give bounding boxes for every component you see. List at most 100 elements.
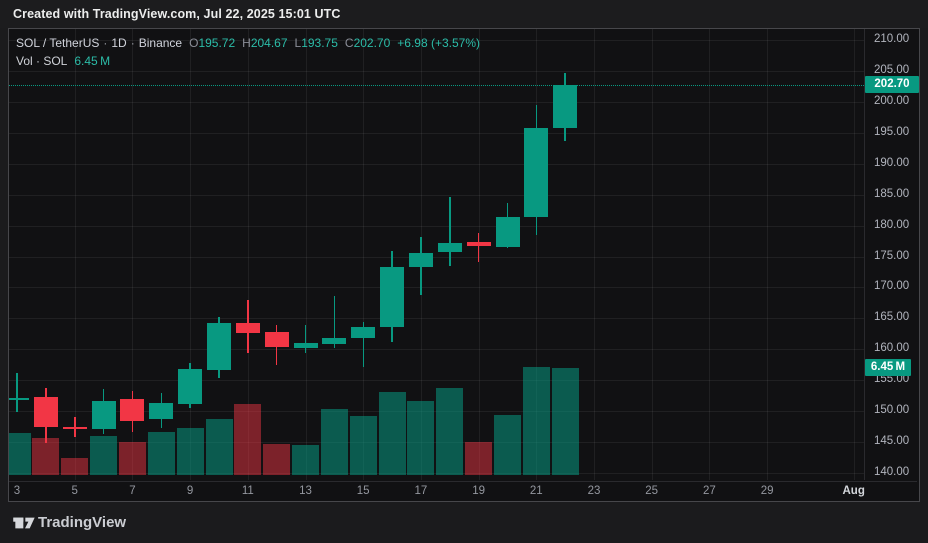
candle-wick-jul-14 [333, 296, 336, 349]
price-tick-label: 170.00 [874, 280, 910, 293]
ohlc-values: O195.72 H204.67 L193.75 C202.70 [182, 36, 390, 50]
price-tick-label: 205.00 [874, 63, 910, 76]
candle-body-jul-16 [380, 267, 405, 327]
candle-body-jul-21 [524, 127, 549, 217]
tradingview-logo-icon[interactable] [12, 515, 36, 531]
candle-body-jul-13 [293, 343, 318, 348]
grid-line-vertical [767, 29, 769, 480]
grid-line-horizontal [9, 132, 864, 134]
candle-body-jul-3 [9, 397, 29, 400]
volume-legend[interactable]: Vol · SOL 6.45 M [16, 52, 110, 70]
candle-body-jul-12 [264, 332, 289, 347]
volume-bar-jul-10 [205, 418, 233, 475]
grid-line-vertical [853, 29, 855, 480]
grid-line-vertical [363, 29, 365, 480]
volume-bar-jul-7 [118, 442, 146, 475]
price-tick-label: 180.00 [874, 218, 910, 231]
grid-line-vertical [247, 29, 249, 480]
price-tick-label: 210.00 [874, 33, 910, 45]
grid-line-horizontal [9, 101, 864, 103]
candle-body-jul-18 [437, 242, 462, 253]
snapshot-caption: Created with TradingView.com, Jul 22, 20… [13, 7, 341, 21]
tradingview-brand-text[interactable]: TradingView [38, 514, 127, 531]
current-volume-badge: 6.45 M [865, 359, 911, 376]
time-axis[interactable]: 3 5 7 9 11 13 15 17 19 21 23 25 27 29 Aug [9, 481, 917, 501]
candle-body-jul-20 [495, 216, 520, 248]
volume-bar-jul-4 [32, 438, 60, 475]
grid-line-horizontal [9, 349, 864, 351]
candle-body-jul-7 [120, 399, 145, 421]
grid-line-vertical [74, 29, 76, 480]
volume-bar-jul-5 [61, 457, 89, 475]
interval-label[interactable]: 1D [111, 36, 127, 50]
time-tick-label: 25 [645, 485, 659, 497]
volume-bar-jul-6 [90, 436, 118, 475]
candle-body-jul-6 [91, 401, 116, 430]
candle-wick-jul-13 [304, 325, 307, 353]
price-axis[interactable]: 202.70 6.45 M 210.00 205.00 200.00 195.00 19… [864, 29, 919, 480]
volume-bar-jul-16 [378, 392, 406, 475]
time-tick-label: 29 [760, 485, 774, 497]
time-tick-label: 9 [186, 485, 194, 497]
price-tick-label: 195.00 [874, 125, 910, 138]
volume-bar-jul-20 [494, 414, 521, 475]
candle-body-jul-10 [207, 322, 231, 370]
volume-bar-jul-9 [176, 428, 204, 475]
grid-line-horizontal [9, 225, 864, 227]
ohlc-label: H [242, 36, 251, 50]
price-tick-label: 200.00 [874, 94, 910, 107]
grid-line-horizontal [9, 318, 864, 320]
candle-body-jul-14 [322, 338, 347, 344]
volume-bar-jul-21 [522, 367, 550, 475]
snapshot-caption-bar: Created with TradingView.com, Jul 22, 20… [0, 0, 928, 28]
grid-line-horizontal [9, 70, 864, 72]
grid-line-horizontal [9, 256, 864, 258]
candle-wick-jul-18 [449, 197, 451, 266]
price-tick-label: 145.00 [874, 435, 910, 448]
time-tick-label: Aug [842, 485, 865, 497]
price-tick-label: 185.00 [874, 187, 910, 200]
volume-bar-jul-8 [147, 432, 175, 475]
price-tick-label: 150.00 [874, 404, 910, 417]
volume-study-label[interactable]: Vol · SOL [16, 54, 68, 68]
volume-study-value: 6.45 M [74, 54, 111, 68]
grid-line-vertical [305, 29, 307, 480]
time-tick-label: 11 [241, 485, 254, 497]
grid-line-horizontal [9, 40, 864, 41]
volume-bar-jul-12 [263, 444, 291, 475]
ohlc-label: L [294, 36, 302, 50]
plot-area[interactable] [9, 29, 864, 480]
change-value: +6.98 (+3.57%) [397, 36, 481, 50]
candle-body-jul-5 [62, 426, 87, 429]
price-tick-label: 155.00 [874, 373, 910, 386]
symbol-name[interactable]: SOL / TetherUS [16, 36, 100, 50]
price-tick-label: 140.00 [874, 466, 910, 478]
volume-bar-jul-17 [407, 401, 435, 475]
candle-wick-jul-19 [477, 233, 480, 263]
candle-body-jul-17 [408, 252, 433, 267]
grid-line-vertical [651, 29, 653, 480]
time-tick-label: 3 [13, 485, 21, 497]
candle-body-jul-19 [466, 242, 491, 246]
volume-bar-jul-3 [9, 433, 31, 475]
time-tick-label: 13 [299, 485, 312, 497]
candle-wick-jul-15 [362, 322, 365, 368]
grid-line-vertical [190, 29, 192, 480]
price-tick-label: 165.00 [874, 311, 910, 324]
candle-body-jul-9 [178, 369, 203, 404]
candle-body-jul-15 [351, 327, 376, 339]
candle-wick-jul-3 [16, 372, 18, 412]
ohlc-value: 193.75 [301, 36, 338, 50]
time-tick-label: 23 [587, 485, 601, 497]
volume-bar-jul-15 [349, 415, 377, 475]
time-tick-label: 21 [529, 485, 543, 497]
ohlc-label: C [344, 36, 354, 50]
volume-bar-jul-22 [551, 368, 579, 475]
grid-line-vertical [709, 29, 711, 480]
grid-line-horizontal [9, 163, 864, 165]
grid-line-vertical [536, 29, 538, 480]
time-tick-label: 17 [414, 485, 428, 497]
symbol-legend[interactable]: SOL / TetherUS · 1D · Binance O195.72 H204.67 L… [16, 34, 480, 52]
volume-bar-jul-19 [465, 442, 493, 475]
